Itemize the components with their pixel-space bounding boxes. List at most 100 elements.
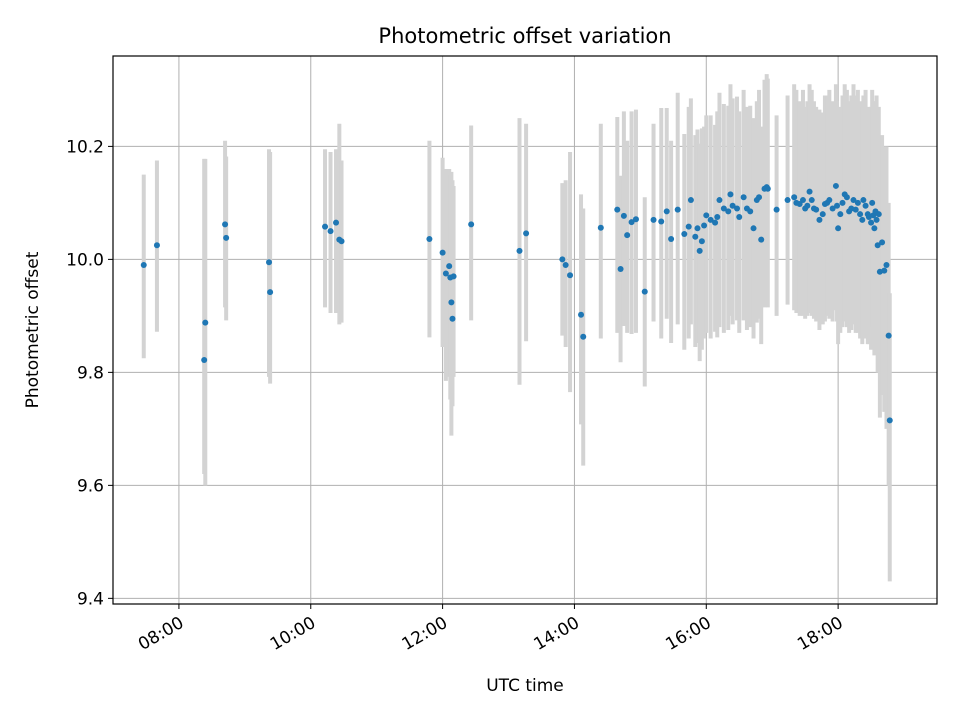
data-point	[883, 262, 890, 269]
data-point	[446, 263, 453, 270]
data-point	[223, 234, 230, 241]
data-point	[694, 225, 701, 232]
data-point	[747, 208, 754, 215]
data-point	[834, 202, 841, 209]
y-axis-label: Photometric offset	[23, 251, 43, 408]
data-point	[201, 356, 208, 363]
y-axis-ticks: 9.4 9.6 9.8 10.0 10.2	[66, 137, 113, 609]
data-point	[850, 197, 857, 204]
data-point	[873, 216, 880, 223]
data-point	[854, 199, 861, 206]
data-point	[338, 238, 345, 245]
y-tick-label: 10.2	[66, 137, 104, 157]
y-tick-label: 9.8	[77, 363, 104, 383]
y-tick-label: 9.6	[77, 476, 104, 496]
data-point	[448, 299, 455, 306]
data-point	[756, 194, 763, 201]
data-point	[729, 202, 736, 209]
data-point	[523, 230, 530, 237]
data-point	[327, 228, 334, 235]
x-axis-label: UTC time	[486, 676, 564, 696]
data-point	[750, 225, 757, 232]
data-point	[153, 242, 160, 249]
data-point	[764, 185, 771, 192]
data-point	[716, 197, 723, 204]
data-point	[816, 216, 823, 223]
chart-title: Photometric offset variation	[378, 24, 671, 48]
data-point	[881, 267, 888, 274]
data-point	[439, 249, 446, 256]
data-point	[597, 224, 604, 231]
data-point	[322, 223, 329, 230]
data-point	[449, 315, 456, 322]
data-point	[835, 225, 842, 232]
data-point	[832, 182, 839, 189]
data-point	[663, 208, 670, 215]
data-point	[703, 212, 710, 219]
data-point	[442, 270, 449, 277]
data-point	[698, 238, 705, 245]
data-point	[468, 221, 475, 228]
data-point	[773, 206, 780, 213]
data-point	[692, 233, 699, 240]
data-point	[725, 208, 732, 215]
data-point	[567, 272, 574, 279]
data-points	[140, 182, 893, 424]
data-point	[843, 194, 850, 201]
data-point	[734, 205, 741, 212]
data-point	[885, 332, 892, 339]
data-point	[267, 289, 274, 296]
data-point	[333, 219, 340, 226]
data-point	[578, 311, 585, 318]
data-point	[808, 197, 815, 204]
data-point	[860, 197, 867, 204]
y-tick-label: 10.0	[66, 250, 104, 270]
data-point	[796, 201, 803, 208]
data-point	[580, 333, 587, 340]
data-point	[681, 230, 688, 237]
data-point	[668, 236, 675, 243]
data-point	[784, 197, 791, 204]
data-point	[559, 256, 566, 263]
data-point	[740, 194, 747, 201]
data-point	[701, 222, 708, 229]
data-point	[886, 417, 893, 424]
data-point	[791, 194, 798, 201]
data-point	[837, 211, 844, 218]
data-point	[852, 206, 859, 213]
data-point	[632, 216, 639, 223]
data-point	[829, 205, 836, 212]
data-point	[799, 197, 806, 204]
data-point	[712, 219, 719, 226]
data-point	[650, 216, 657, 223]
y-tick-label: 9.4	[77, 589, 104, 609]
data-point	[516, 247, 523, 254]
data-point	[624, 232, 631, 239]
data-point	[871, 225, 878, 232]
data-point	[720, 205, 727, 212]
data-point	[426, 236, 433, 243]
data-point	[266, 259, 273, 266]
data-point	[620, 212, 627, 219]
data-point	[641, 288, 648, 295]
data-point	[736, 214, 743, 221]
data-point	[862, 202, 869, 209]
data-point	[707, 216, 714, 223]
data-point	[813, 206, 820, 213]
data-point	[727, 191, 734, 198]
plot-frame	[112, 55, 938, 605]
data-point	[857, 211, 864, 218]
data-point	[674, 206, 681, 213]
data-point	[874, 242, 881, 249]
data-point	[614, 206, 621, 213]
data-point	[696, 247, 703, 254]
data-point	[819, 211, 826, 218]
data-point	[450, 273, 457, 280]
data-point	[875, 211, 882, 218]
data-point	[714, 214, 721, 221]
data-point	[869, 199, 876, 206]
data-point	[839, 199, 846, 206]
data-point	[685, 223, 692, 230]
data-point	[222, 221, 229, 228]
